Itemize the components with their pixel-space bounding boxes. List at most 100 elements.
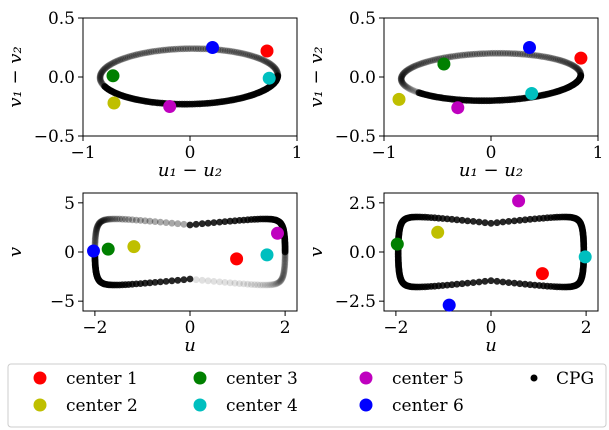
cpg-point [475, 218, 483, 226]
cpg-point [179, 45, 187, 53]
y-tick-label: 0 [64, 243, 75, 263]
cpg-point [248, 52, 256, 60]
cpg-point [232, 48, 240, 56]
cpg-point [157, 218, 164, 226]
cpg-point [141, 49, 149, 57]
cpg-point [461, 51, 469, 59]
cpg-point [277, 277, 285, 285]
cpg-point [136, 50, 144, 58]
cpg-point [130, 52, 138, 59]
cpg-point [400, 69, 408, 77]
legend-label: center 6 [392, 396, 464, 416]
cpg-point [484, 50, 491, 57]
center-4-marker [578, 250, 592, 264]
y-tick-label: 0.5 [349, 9, 376, 29]
cpg-point [486, 50, 494, 57]
plot-frame [383, 17, 599, 137]
cpg-point [404, 66, 412, 74]
cpg-point [512, 50, 519, 58]
cpg-point [93, 225, 100, 233]
cpg-point [398, 78, 406, 86]
cpg-point [251, 281, 258, 289]
cpg-point [451, 52, 459, 60]
cpg-point [414, 61, 422, 69]
cpg-point [567, 61, 575, 68]
legend-marker [359, 398, 373, 412]
cpg-point [97, 218, 105, 225]
cpg-point [92, 231, 100, 239]
legend-item-center-5: center 5 [359, 369, 464, 389]
center-3-marker [101, 242, 115, 256]
cpg-point [186, 221, 194, 229]
legend-item-center-4: center 4 [193, 396, 298, 416]
cpg-point [224, 47, 231, 55]
cpg-point [496, 49, 504, 57]
cpg-point [91, 236, 99, 244]
center-2-marker [392, 92, 406, 106]
panel-1: −1 0 1 0.5 0.0 −0.5 u₁ − u₂ v₁ − v₂ [5, 9, 302, 181]
cpg-point [456, 52, 464, 59]
cpg-point [274, 279, 282, 287]
cpg-point [545, 54, 553, 62]
cpg-point [280, 269, 288, 277]
cpg-point [499, 49, 507, 57]
cpg-point [509, 50, 517, 57]
cpg-point [98, 69, 106, 76]
panels: −1 0 1 0.5 0.0 −0.5 u₁ − u₂ v₁ − v₂ −1 0 1 0.5 0.0 −0… [5, 9, 603, 356]
legend-frame [7, 363, 607, 428]
cpg-point [281, 255, 289, 263]
center-4-marker [262, 71, 276, 85]
cpg-point [504, 50, 512, 57]
cpg-point [97, 71, 104, 79]
cpg-point [91, 237, 99, 245]
cpg-point [481, 219, 489, 227]
cpg-point [397, 74, 405, 82]
cpg-point [192, 276, 200, 284]
y-axis-label: v₁ − v₂ [5, 46, 26, 107]
legend-label: center 3 [226, 369, 298, 389]
cpg-point [505, 279, 513, 286]
cpg-point [514, 50, 522, 58]
cpg-point [463, 51, 471, 59]
cpg-trajectory [397, 49, 585, 105]
cpg-point [96, 72, 104, 80]
cpg-point [247, 281, 255, 288]
cpg-trajectory [394, 213, 588, 291]
cpg-point [481, 50, 489, 57]
cpg-point [281, 256, 289, 264]
panel-2: −1 0 1 0.5 0.0 −0.5 u₁ − u₂ v₁ − v₂ [306, 9, 603, 181]
cpg-point [114, 57, 122, 65]
cpg-point [97, 77, 105, 85]
cpg-point [279, 273, 287, 281]
cpg-point [397, 75, 405, 83]
cpg-point [521, 216, 529, 224]
cpg-point [405, 84, 412, 92]
cpg-point [250, 53, 258, 60]
center-4-marker [260, 248, 274, 262]
cpg-point [407, 64, 415, 72]
cpg-point [97, 70, 105, 78]
cpg-point [246, 52, 254, 59]
cpg-trajectory [91, 215, 289, 289]
cpg-point [109, 60, 116, 67]
cpg-point [553, 56, 560, 63]
x-axis-label: u₁ − u₂ [158, 160, 222, 181]
x-tick-label: 0 [486, 318, 497, 338]
legend-marker [193, 398, 207, 412]
center-3-marker [106, 69, 120, 83]
cpg-point [155, 47, 162, 55]
center-2-marker [431, 225, 445, 239]
cpg-point [236, 280, 243, 287]
cpg-point [535, 52, 543, 60]
cpg-point [459, 51, 466, 59]
cpg-point [419, 59, 426, 67]
cpg-point [561, 58, 568, 66]
cpg-point [400, 81, 408, 88]
cpg-point [281, 258, 289, 266]
cpg-point [132, 51, 140, 59]
cpg-point [123, 54, 130, 61]
y-tick-label: 0.0 [349, 68, 376, 88]
cpg-point [97, 78, 105, 86]
cpg-point [255, 54, 263, 62]
